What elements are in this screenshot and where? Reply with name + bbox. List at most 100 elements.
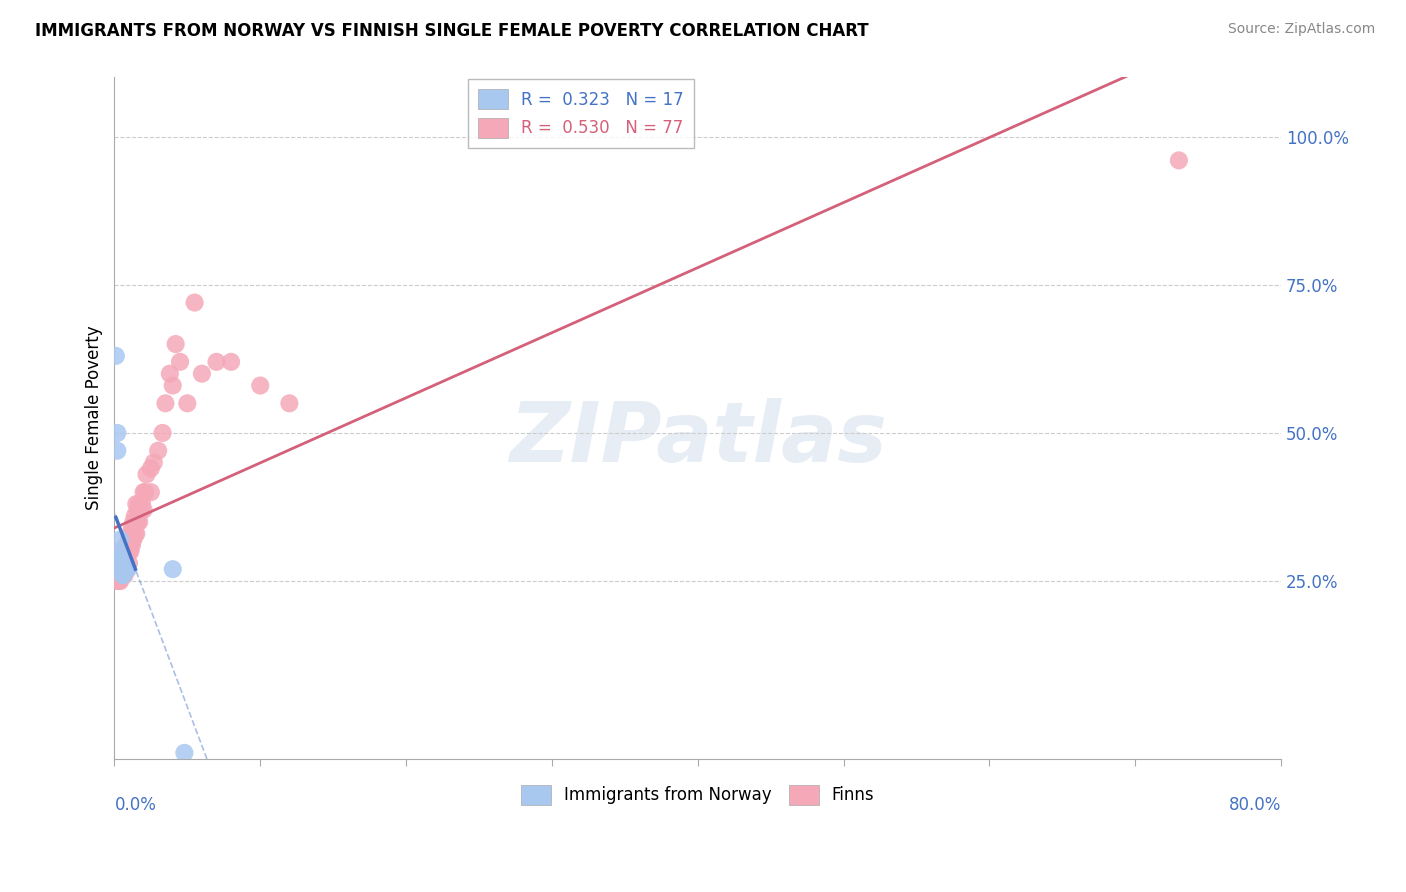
Point (118, 539, 141, 553)
Point (162, 378, 184, 392)
Point (110, 574, 132, 588)
Point (121, 539, 143, 553)
Point (117, 562, 139, 576)
Point (120, 544, 142, 558)
Point (173, 746, 195, 760)
Point (118, 533, 141, 547)
Point (110, 568, 132, 582)
Point (115, 562, 138, 576)
Point (107, 562, 129, 576)
Point (112, 550, 135, 565)
Legend: Immigrants from Norway, Finns: Immigrants from Norway, Finns (515, 778, 882, 812)
Point (278, 396, 301, 410)
Point (249, 378, 271, 392)
Point (118, 544, 141, 558)
Point (111, 568, 134, 582)
Point (115, 544, 138, 558)
Point (112, 556, 135, 570)
Point (135, 467, 157, 482)
Text: 80.0%: 80.0% (1229, 797, 1281, 814)
Point (112, 562, 135, 576)
Point (110, 562, 132, 576)
Point (139, 485, 162, 500)
Point (124, 508, 146, 523)
Point (112, 568, 135, 582)
Point (110, 556, 132, 570)
Text: 0.0%: 0.0% (114, 797, 156, 814)
Point (114, 562, 136, 576)
Point (110, 533, 132, 547)
Point (159, 367, 181, 381)
Point (169, 355, 191, 369)
Point (121, 521, 143, 535)
Point (162, 562, 184, 576)
Point (107, 556, 129, 570)
Point (125, 497, 148, 511)
Point (107, 568, 129, 582)
Point (107, 574, 129, 588)
Point (115, 550, 138, 565)
Point (127, 503, 149, 517)
Point (104, 568, 127, 582)
Point (105, 425, 128, 440)
Text: ZIPatlas: ZIPatlas (509, 398, 887, 479)
Point (183, 295, 205, 310)
Point (142, 456, 165, 470)
Point (107, 562, 129, 576)
Point (115, 562, 138, 576)
Point (117, 544, 139, 558)
Point (122, 533, 145, 547)
Point (114, 562, 136, 576)
Point (111, 562, 134, 576)
Point (114, 550, 136, 565)
Point (111, 556, 134, 570)
Point (134, 485, 156, 500)
Point (127, 515, 149, 529)
Point (146, 443, 169, 458)
Point (152, 425, 174, 440)
Point (1167, 153, 1189, 168)
Point (120, 526, 142, 541)
Point (117, 562, 139, 576)
Point (114, 568, 136, 582)
Point (191, 367, 214, 381)
Point (111, 544, 134, 558)
Point (115, 556, 138, 570)
Point (115, 539, 138, 553)
Point (176, 396, 198, 410)
Point (111, 562, 134, 576)
Point (104, 562, 127, 576)
Point (122, 515, 145, 529)
Point (132, 503, 155, 517)
Point (121, 533, 143, 547)
Point (139, 461, 162, 475)
Point (219, 355, 242, 369)
Point (104, 349, 127, 363)
Point (107, 562, 129, 576)
Point (105, 568, 128, 582)
Point (128, 515, 150, 529)
Point (105, 443, 128, 458)
Point (107, 544, 129, 558)
Point (125, 515, 148, 529)
Point (107, 556, 129, 570)
Point (165, 337, 187, 351)
Point (111, 556, 134, 570)
Point (105, 562, 128, 576)
Point (131, 497, 153, 511)
Point (128, 497, 150, 511)
Point (105, 574, 128, 588)
Point (118, 556, 141, 570)
Point (155, 396, 177, 410)
Point (112, 568, 135, 582)
Point (112, 568, 135, 582)
Point (114, 556, 136, 570)
Text: IMMIGRANTS FROM NORWAY VS FINNISH SINGLE FEMALE POVERTY CORRELATION CHART: IMMIGRANTS FROM NORWAY VS FINNISH SINGLE… (35, 22, 869, 40)
Point (110, 550, 132, 565)
Point (125, 526, 148, 541)
Text: Source: ZipAtlas.com: Source: ZipAtlas.com (1227, 22, 1375, 37)
Point (132, 485, 155, 500)
Point (205, 355, 228, 369)
Y-axis label: Single Female Poverty: Single Female Poverty (86, 326, 103, 510)
Point (124, 526, 146, 541)
